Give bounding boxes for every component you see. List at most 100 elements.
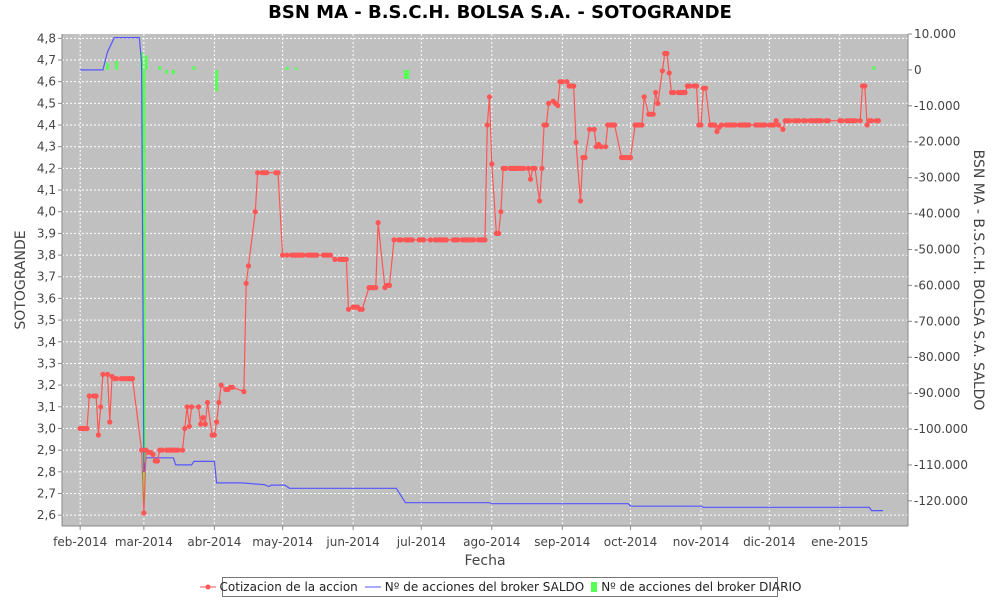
y2-tick-label: -60.000 [914, 278, 960, 292]
y2-tick-label: -30.000 [914, 171, 960, 185]
price-point [243, 280, 249, 286]
price-point [284, 252, 290, 258]
y-tick-label: 3,8 [37, 248, 56, 262]
price-point [627, 154, 634, 161]
legend-price-swatch [199, 584, 216, 590]
diario-bar [294, 67, 298, 70]
price-point [179, 447, 186, 453]
price-point [682, 89, 688, 96]
x-tick-label: sep-2014 [534, 535, 590, 549]
legend-label-diario: Nº de acciones del broker DIARIO [601, 580, 802, 594]
y-tick-label: 4,3 [37, 140, 56, 154]
y2-axis-title: BSN MA - B.S.C.H. BOLSA S.A. SALDO [970, 150, 986, 411]
diario-bar [105, 62, 109, 70]
price-point [571, 83, 577, 89]
price-point [687, 83, 693, 89]
price-point [200, 415, 206, 421]
price-point [582, 154, 588, 161]
price-point [398, 237, 404, 243]
x-tick-label: abr-2014 [187, 535, 241, 549]
legend-item-price: Cotizacion de la accion [199, 580, 358, 594]
y-tick-label: 4,1 [37, 183, 56, 197]
price-point [732, 122, 738, 128]
x-tick-label: dic-2014 [743, 535, 795, 549]
price-point [489, 161, 495, 167]
price-point [100, 371, 106, 377]
price-point [564, 79, 570, 85]
price-point [204, 399, 211, 406]
price-point [280, 252, 286, 258]
y2-tick-label: -50.000 [914, 242, 960, 256]
x-tick-label: nov-2014 [673, 535, 730, 549]
price-point [864, 122, 870, 128]
x-tick-label: mar-2014 [115, 535, 173, 549]
diario-bar [158, 66, 162, 70]
price-point [345, 306, 352, 312]
price-point [107, 419, 113, 425]
y2-tick-label: -90.000 [914, 386, 960, 400]
chart-title: BSN MA - B.S.C.H. BOLSA S.A. - SOTOGRAND… [268, 2, 732, 23]
diario-bar [192, 66, 196, 70]
y-tick-label: 3,0 [37, 421, 56, 435]
price-point [255, 170, 261, 176]
price-point [641, 94, 647, 100]
price-point [653, 89, 659, 96]
price-point [664, 50, 670, 57]
price-point [639, 122, 645, 128]
x-tick-label: oct-2014 [604, 535, 658, 549]
price-point [202, 421, 208, 427]
y-tick-label: 4,6 [37, 75, 56, 89]
y2-tick-label: 10.000 [914, 27, 956, 41]
price-point [787, 118, 793, 124]
price-point [427, 237, 433, 243]
price-point [386, 282, 393, 288]
price-point [214, 419, 220, 425]
price-point [186, 423, 192, 429]
saldo-line [80, 36, 883, 512]
x-tick-label: ene-2015 [811, 535, 868, 549]
price-point [484, 122, 490, 128]
y2-tick-label: -10.000 [914, 99, 960, 113]
price-point [591, 126, 597, 132]
price-point [455, 237, 461, 243]
price-point [409, 237, 415, 243]
price-point [182, 425, 188, 432]
y-tick-label: 3,9 [37, 226, 56, 240]
diario-bar [144, 55, 148, 70]
y2-tick-label: -80.000 [914, 350, 960, 364]
price-point [703, 85, 709, 91]
diario-bar [165, 69, 169, 74]
price-point [150, 451, 156, 458]
price-point [314, 252, 320, 258]
price-point [114, 376, 120, 382]
price-point [537, 198, 543, 204]
price-point [93, 393, 99, 399]
price-point [718, 122, 725, 128]
y-tick-label: 4,4 [37, 118, 56, 132]
price-point [496, 230, 502, 236]
price-point [875, 118, 882, 124]
price-point [104, 371, 111, 377]
price-point [211, 432, 217, 438]
price-point [671, 89, 677, 96]
price-point [95, 432, 101, 438]
y-tick-label: 2,8 [37, 465, 56, 479]
price-point [375, 220, 381, 226]
price-point [139, 447, 145, 453]
price-point [343, 256, 349, 262]
price-point [693, 83, 700, 89]
price-point [573, 139, 579, 145]
y-tick-label: 3,3 [37, 356, 56, 370]
price-point [555, 102, 561, 109]
price-markers [77, 50, 882, 516]
price-point [773, 118, 779, 124]
diario-bar [403, 69, 407, 79]
y2-tick-label: 0 [914, 63, 922, 77]
price-point [443, 237, 449, 243]
legend-item-saldo: Nº de acciones del broker SALDO [364, 580, 584, 594]
price-point [714, 128, 720, 135]
y-tick-label: 3,4 [37, 335, 56, 349]
price-point [245, 263, 252, 269]
price-point [698, 122, 704, 128]
price-point [543, 122, 550, 128]
